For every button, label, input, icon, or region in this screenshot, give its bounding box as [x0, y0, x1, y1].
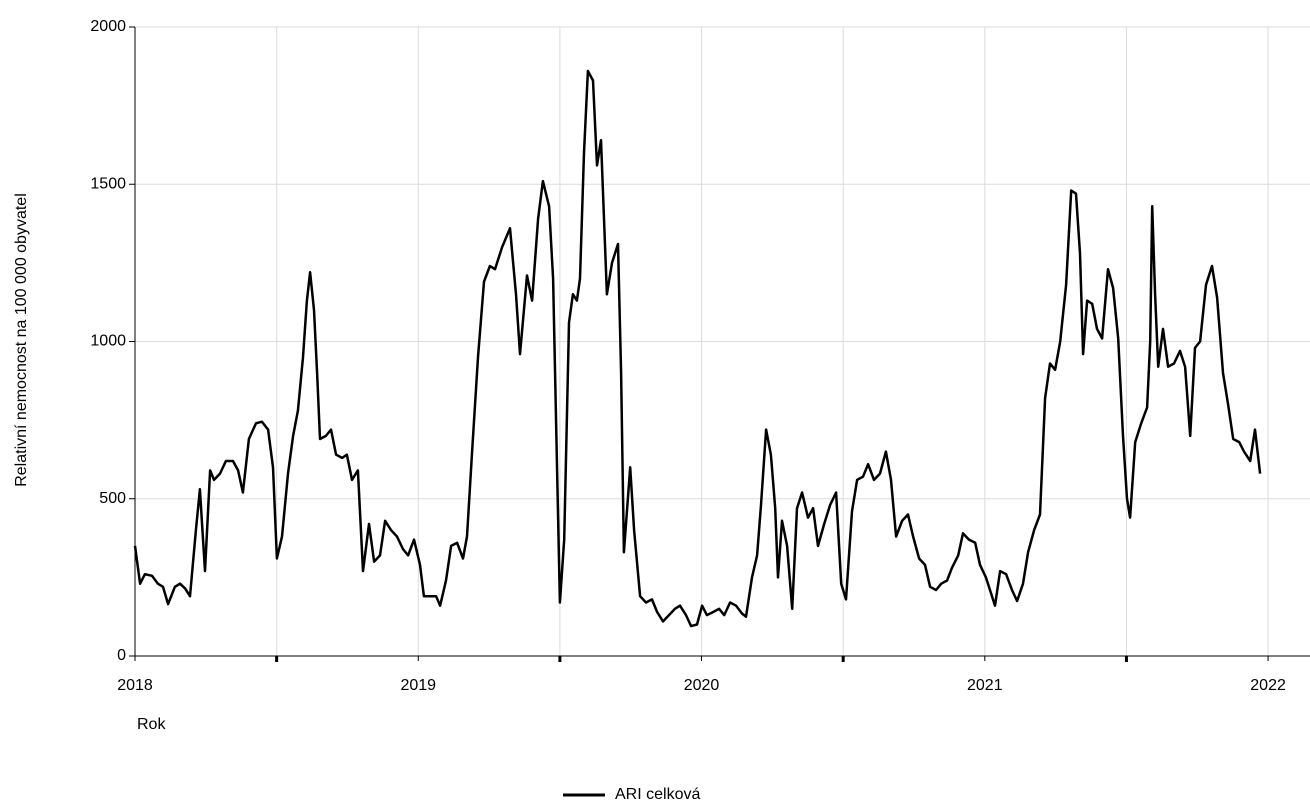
y-tick-label: 2000 [90, 18, 126, 35]
x-tick-label: 2022 [1250, 677, 1286, 694]
x-tick-label: 2020 [684, 677, 720, 694]
y-tick-label: 0 [117, 647, 126, 664]
x-tick-label: 2018 [117, 677, 153, 694]
data-line [133, 69, 1262, 628]
y-tick-label: 1000 [90, 333, 126, 350]
y-tick-label: 500 [99, 490, 126, 507]
x-tick-label: 2019 [400, 677, 436, 694]
x-tick-label: 2021 [967, 677, 1003, 694]
legend-label: ARI celková [615, 786, 700, 802]
y-tick-label: 1500 [90, 175, 126, 192]
x-axis-label: Rok [137, 716, 166, 733]
y-axis-label: Relativní nemocnost na 100 000 obyvatel [13, 193, 30, 487]
